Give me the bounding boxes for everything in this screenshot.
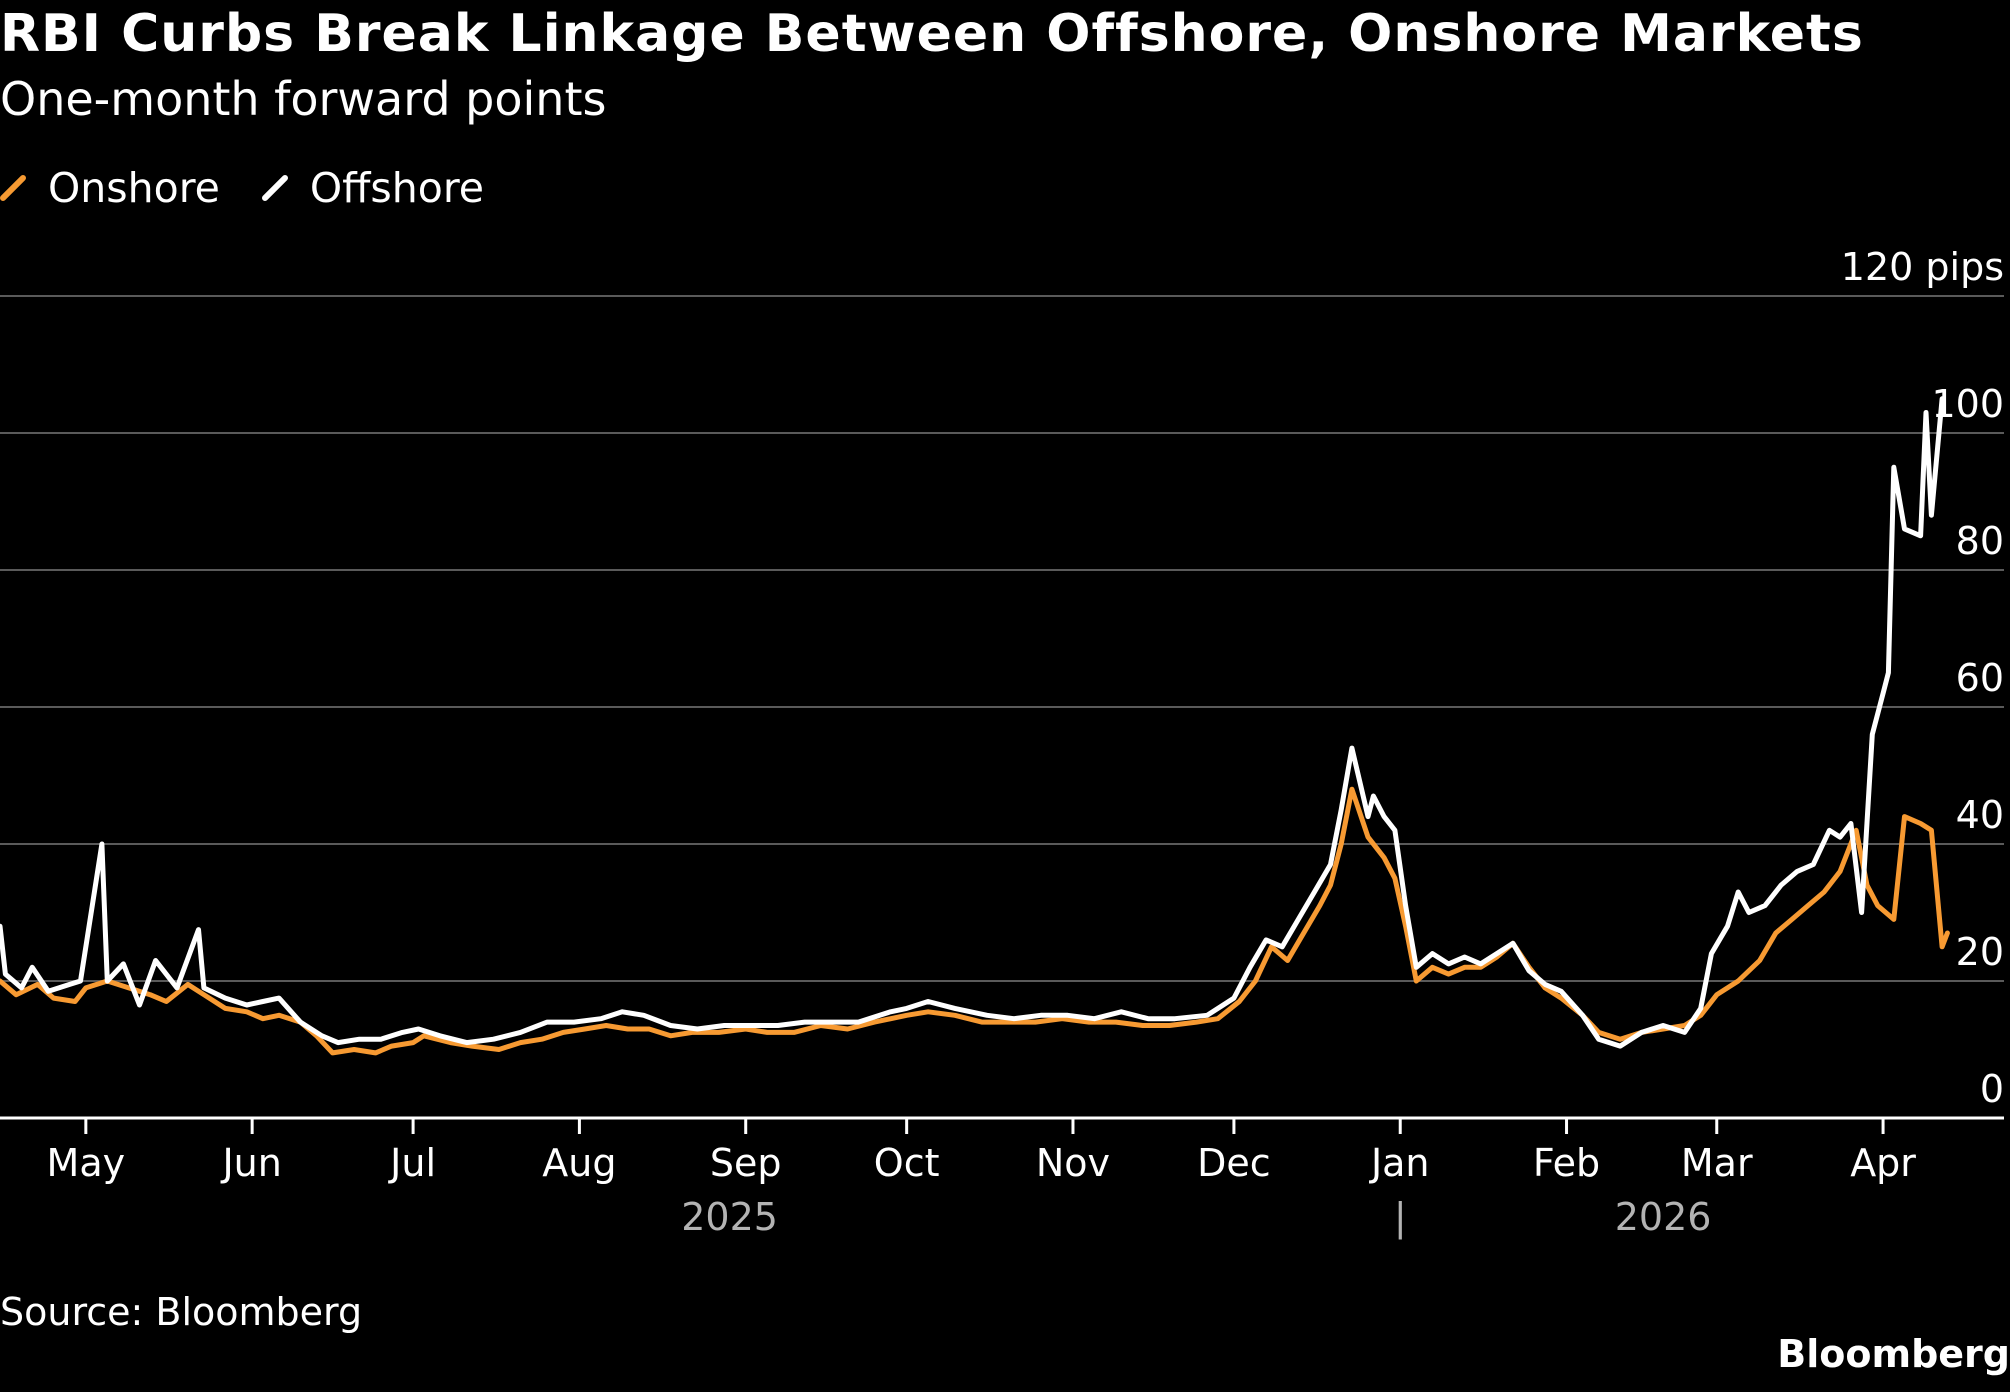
x-tick-label: Feb xyxy=(1533,1141,1600,1185)
legend-label-offshore: Offshore xyxy=(309,164,485,212)
year-label: 2025 xyxy=(681,1195,778,1239)
x-tick-label: Dec xyxy=(1197,1141,1271,1185)
legend: Onshore Offshore xyxy=(0,164,526,212)
y-tick-label: 120 pips xyxy=(1841,245,2004,289)
x-tick-label: Mar xyxy=(1681,1141,1753,1185)
x-tick-label: Nov xyxy=(1036,1141,1110,1185)
y-tick-label: 80 xyxy=(1956,519,2004,563)
x-tick-label: May xyxy=(47,1141,126,1185)
year-label: | xyxy=(1394,1195,1407,1240)
x-tick-label: Jan xyxy=(1369,1141,1430,1185)
y-tick-label: 20 xyxy=(1956,930,2004,974)
x-tick-label: Oct xyxy=(874,1141,940,1185)
onshore-swatch-icon xyxy=(0,175,26,201)
x-tick-label: Apr xyxy=(1850,1141,1916,1185)
bloomberg-logo: Bloomberg xyxy=(1777,1332,2010,1376)
y-tick-label: 0 xyxy=(1980,1067,2004,1111)
offshore-swatch-icon xyxy=(261,175,288,201)
series-line-offshore xyxy=(0,396,1945,1049)
chart-subtitle: One-month forward points xyxy=(0,72,607,126)
y-tick-label: 60 xyxy=(1956,656,2004,700)
y-tick-label: 40 xyxy=(1956,793,2004,837)
year-label: 2026 xyxy=(1615,1195,1712,1239)
legend-item-onshore: Onshore xyxy=(0,164,220,212)
source-note: Source: Bloomberg xyxy=(0,1290,363,1334)
x-tick-label: Jul xyxy=(388,1141,436,1185)
x-tick-label: Jun xyxy=(220,1141,281,1185)
legend-item-offshore: Offshore xyxy=(261,164,485,212)
legend-label-onshore: Onshore xyxy=(48,164,220,212)
chart-title: RBI Curbs Break Linkage Between Offshore… xyxy=(0,4,1864,64)
series-line-onshore xyxy=(0,786,1950,1056)
x-tick-label: Sep xyxy=(710,1141,782,1185)
x-tick-label: Aug xyxy=(542,1141,616,1185)
